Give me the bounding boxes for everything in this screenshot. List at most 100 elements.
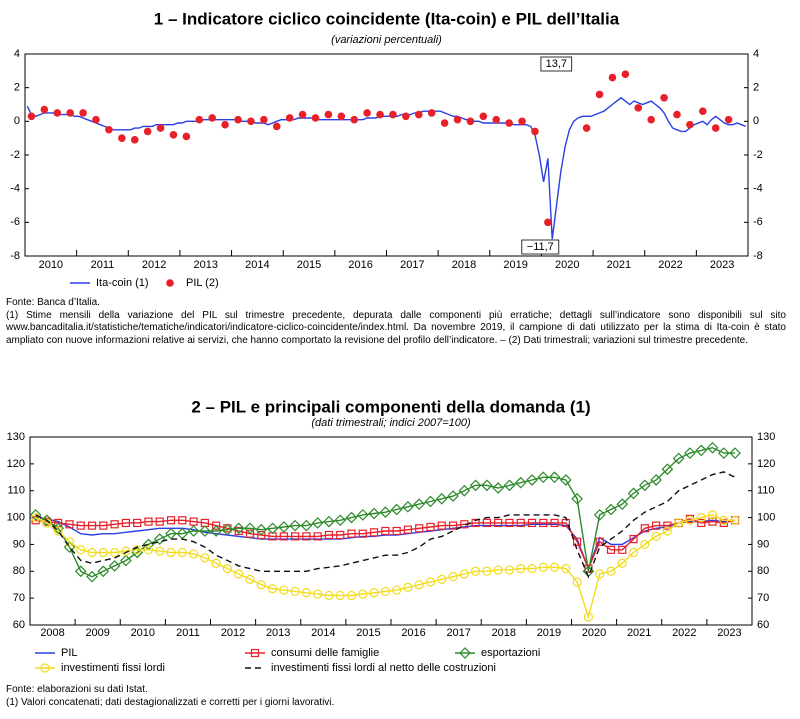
point bbox=[479, 112, 488, 121]
marker bbox=[76, 521, 85, 530]
marker bbox=[661, 463, 674, 476]
marker bbox=[572, 577, 582, 587]
point bbox=[699, 107, 707, 116]
point bbox=[285, 114, 294, 122]
marker bbox=[166, 547, 176, 558]
x-tick-label: 2017 bbox=[446, 627, 470, 639]
marker bbox=[30, 509, 42, 521]
x-tick-label: 2021 bbox=[627, 627, 651, 639]
marker bbox=[538, 562, 548, 572]
marker bbox=[221, 523, 234, 536]
chart-title: 1 – Indicatore ciclico coincidente (Ita-… bbox=[154, 9, 620, 28]
marker bbox=[380, 586, 390, 597]
x-tick-label: 2017 bbox=[400, 259, 424, 271]
marker bbox=[684, 447, 696, 459]
marker bbox=[537, 471, 550, 484]
marker bbox=[629, 534, 638, 544]
marker bbox=[390, 503, 403, 516]
chart-subtitle: (dati trimestrali; indici 2007=100) bbox=[311, 417, 471, 429]
y2-tick-label: -2 bbox=[753, 149, 763, 161]
marker bbox=[110, 547, 120, 558]
point bbox=[711, 124, 720, 132]
point bbox=[363, 109, 371, 117]
marker bbox=[98, 547, 108, 558]
point bbox=[66, 109, 74, 117]
marker bbox=[266, 522, 279, 535]
marker bbox=[222, 564, 233, 574]
point bbox=[466, 117, 475, 126]
point bbox=[427, 109, 436, 117]
marker bbox=[277, 521, 290, 533]
marker bbox=[110, 520, 119, 529]
marker bbox=[234, 526, 243, 536]
legend-label: esportazioni bbox=[481, 647, 540, 659]
marker bbox=[256, 580, 266, 590]
y2-tick-label: 130 bbox=[757, 431, 775, 443]
point bbox=[621, 70, 630, 78]
legend-marker bbox=[459, 647, 471, 659]
legend-label: PIL (2) bbox=[186, 277, 219, 289]
point bbox=[298, 110, 307, 119]
legend-marker bbox=[250, 648, 260, 658]
marker bbox=[133, 518, 142, 528]
marker bbox=[605, 503, 617, 516]
x-tick-label: 2010 bbox=[131, 627, 155, 639]
point bbox=[350, 115, 359, 124]
marker bbox=[212, 521, 221, 530]
marker bbox=[87, 547, 97, 558]
marker bbox=[435, 492, 448, 505]
marker bbox=[448, 521, 458, 530]
marker bbox=[674, 518, 684, 528]
marker bbox=[187, 525, 200, 537]
marker bbox=[76, 545, 86, 555]
y2-tick-label: 100 bbox=[757, 511, 775, 523]
chart-2: 2 – PIL e principali componenti della do… bbox=[7, 397, 776, 674]
marker bbox=[97, 565, 110, 578]
marker bbox=[471, 566, 481, 576]
legend-marker bbox=[40, 663, 50, 673]
marker bbox=[663, 521, 672, 530]
x-tick-label: 2022 bbox=[672, 627, 696, 639]
marker bbox=[155, 546, 165, 556]
marker bbox=[527, 518, 537, 528]
y-tick-label: 130 bbox=[7, 431, 25, 443]
marker bbox=[652, 521, 661, 530]
x-tick-label: 2015 bbox=[297, 259, 321, 271]
x-tick-label: 2014 bbox=[245, 259, 269, 271]
marker bbox=[108, 560, 121, 572]
legend-label: investimenti fissi lordi bbox=[61, 662, 165, 674]
marker bbox=[595, 537, 604, 546]
marker bbox=[706, 441, 719, 454]
point bbox=[608, 73, 617, 82]
point bbox=[453, 115, 462, 124]
marker bbox=[729, 447, 741, 459]
chart-title: 2 – PIL e principali componenti della do… bbox=[191, 397, 590, 416]
marker bbox=[166, 516, 176, 525]
marker bbox=[392, 526, 401, 536]
marker bbox=[178, 516, 187, 525]
point bbox=[544, 218, 552, 227]
x-tick-label: 2018 bbox=[452, 259, 476, 271]
point bbox=[440, 119, 449, 127]
marker bbox=[695, 444, 708, 457]
x-tick-label: 2021 bbox=[607, 259, 631, 271]
marker bbox=[414, 580, 424, 590]
y-tick-label: -2 bbox=[10, 149, 20, 161]
marker bbox=[210, 525, 222, 537]
x-tick-label: 2013 bbox=[266, 627, 290, 639]
point bbox=[156, 124, 165, 132]
marker bbox=[447, 490, 459, 502]
marker bbox=[120, 554, 132, 567]
x-tick-label: 2014 bbox=[311, 627, 335, 639]
y-tick-label: 2 bbox=[14, 82, 20, 94]
marker bbox=[494, 518, 503, 528]
marker bbox=[369, 528, 379, 537]
point bbox=[595, 90, 604, 99]
point bbox=[402, 112, 410, 121]
marker bbox=[244, 522, 256, 535]
marker bbox=[685, 515, 695, 525]
value-label: −11,7 bbox=[527, 241, 554, 253]
marker bbox=[311, 517, 324, 529]
value-label: 13,7 bbox=[546, 58, 567, 70]
